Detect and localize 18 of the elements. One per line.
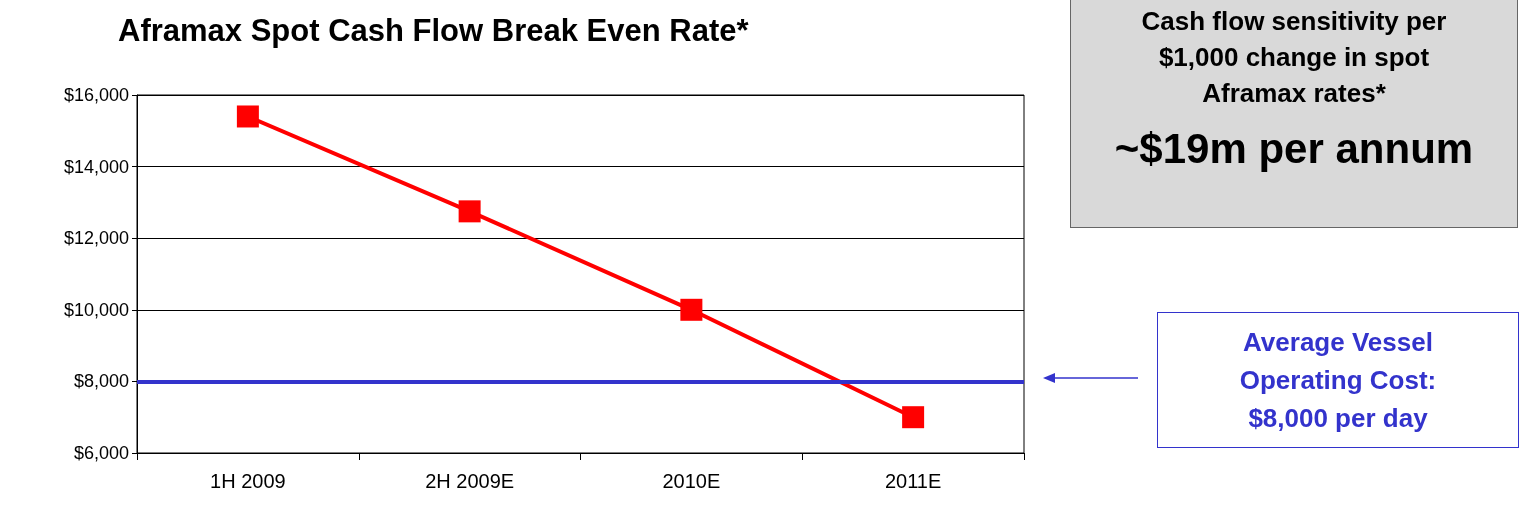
y-tick-label: $12,000 — [63, 228, 129, 249]
x-tick-label: 2010E — [662, 470, 721, 492]
point — [680, 298, 703, 321]
x-tick-label: 2011E — [884, 470, 942, 492]
y-tick-label: $10,000 — [63, 299, 129, 320]
y-tick-label: $6,000 — [73, 443, 129, 463]
x-tick-label: 1H 2009 — [210, 470, 286, 492]
point — [458, 200, 481, 223]
point — [236, 105, 259, 128]
point — [902, 406, 925, 429]
ref-line-label: Average Vessel Operating Cost: $8,000 per day — [1157, 312, 1519, 448]
text: Cash flow sensitivity per $1,000 change in spot Aframax rates* — [1140, 5, 1448, 110]
text: ~$19m per annum — [1113, 125, 1475, 173]
y-tick-label: $14,000 — [63, 156, 129, 177]
chart-title: Aframax Spot Cash Flow Break Even Rate* — [118, 13, 750, 48]
y-tick-label: $8,000 — [73, 371, 129, 392]
y-tick-label: $16,000 — [63, 85, 129, 105]
x-tick-label: 2H 2009E — [425, 470, 515, 492]
